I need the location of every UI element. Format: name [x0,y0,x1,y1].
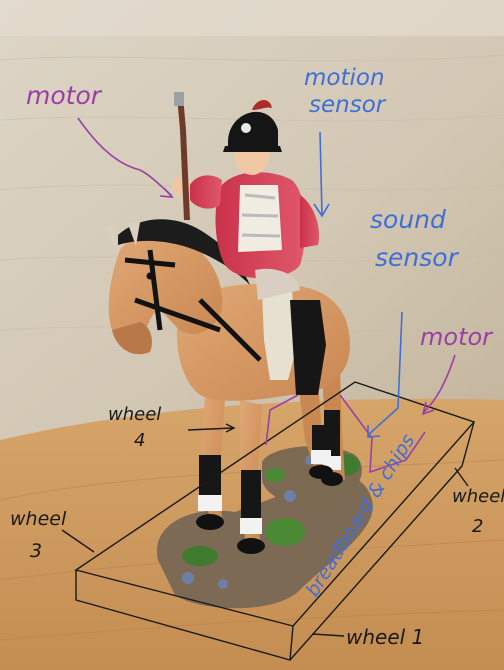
breadboard-box-outline [74,381,476,661]
horse-body [105,219,350,401]
wheel-3-number: 3 [30,540,42,562]
sound-sensor-label-line2: sensor [375,243,460,272]
rider-figure [172,92,326,395]
wheel-4-label: wheel [108,404,161,425]
sound-sensor-label-line1: sound [370,205,446,234]
wheel-2-label: wheel [452,486,504,507]
wheel-2-number: 2 [472,516,483,537]
wheel-1-label: wheel 1 [346,625,424,649]
wheel-leaders [61,423,469,637]
sensor-arrows [313,131,403,438]
motion-sensor-label-line2: sensor [309,92,387,118]
motion-sensor-label-line1: motion [304,65,385,91]
motor-right-label: motor [420,323,494,351]
wheel-4-number: 4 [134,430,145,451]
motor-left-label: motor [26,81,103,110]
motor-wiring-sketch [77,117,456,474]
wall-top-edge [0,0,504,36]
horse-legs [196,370,345,554]
wheel-3-label: wheel [10,508,67,530]
